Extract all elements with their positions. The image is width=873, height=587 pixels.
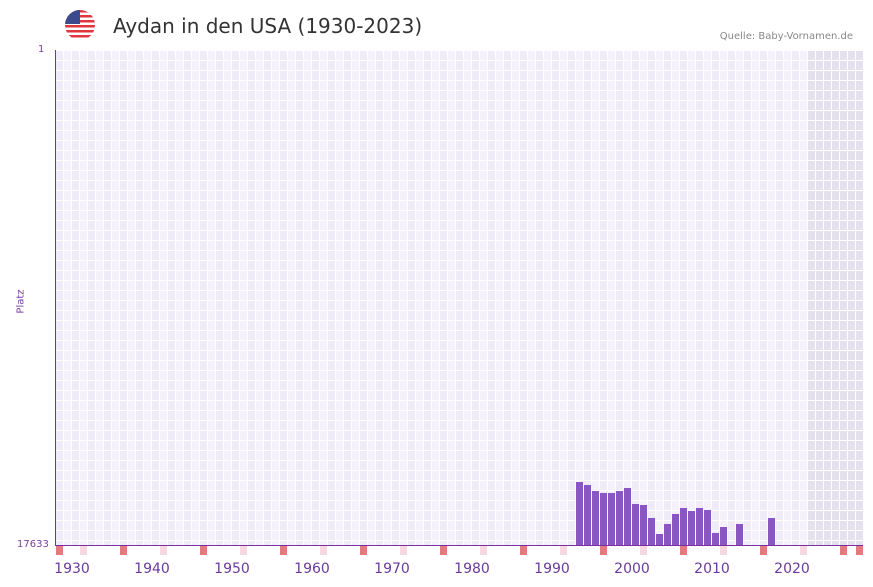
bar-2010[interactable] (696, 508, 703, 545)
bar-2000[interactable] (616, 491, 623, 545)
year-marker-2028 (840, 546, 847, 555)
plot-area (55, 50, 863, 545)
bar-1996[interactable] (584, 485, 591, 545)
y-axis-label: Platz (15, 289, 27, 314)
bar-2007[interactable] (672, 514, 679, 545)
bar-2015[interactable] (736, 524, 743, 545)
y-tick-bottom: 17633 (17, 539, 49, 550)
source-label: Quelle: Baby-Vornamen.de (719, 31, 853, 42)
bar-2002[interactable] (632, 504, 639, 545)
x-tick-1980: 1980 (454, 561, 490, 577)
year-marker-1933 (80, 546, 87, 555)
x-tick-1950: 1950 (214, 561, 250, 577)
bar-1997[interactable] (592, 491, 599, 545)
year-marker-2030 (856, 546, 863, 555)
x-tick-1990: 1990 (534, 561, 570, 577)
y-tick-top: 1 (38, 44, 45, 55)
bar-1995[interactable] (576, 482, 583, 545)
bar-2012[interactable] (712, 532, 719, 545)
year-marker-1953 (240, 546, 247, 555)
bar-1999[interactable] (608, 493, 615, 545)
bar-2019[interactable] (768, 518, 775, 545)
year-marker-2008 (680, 546, 687, 555)
bar-2006[interactable] (664, 524, 671, 545)
x-tick-2020: 2020 (774, 561, 810, 577)
x-tick-1970: 1970 (374, 561, 410, 577)
year-marker-2023 (800, 546, 807, 555)
x-tick-2000: 2000 (614, 561, 650, 577)
x-tick-1940: 1940 (134, 561, 170, 577)
bar-2005[interactable] (656, 533, 663, 545)
x-axis-line (55, 545, 863, 546)
year-marker-1963 (320, 546, 327, 555)
year-marker-1968 (360, 546, 367, 555)
bar-2013[interactable] (720, 527, 727, 545)
year-marker-2013 (720, 546, 727, 555)
x-tick-1930: 1930 (54, 561, 90, 577)
bar-2004[interactable] (648, 518, 655, 545)
year-marker-1930 (56, 546, 63, 555)
year-marker-1978 (440, 546, 447, 555)
year-marker-1948 (200, 546, 207, 555)
bar-2011[interactable] (704, 510, 711, 545)
year-marker-1973 (400, 546, 407, 555)
us-flag-icon (65, 10, 95, 40)
year-marker-1938 (120, 546, 127, 555)
year-marker-1943 (160, 546, 167, 555)
x-tick-2010: 2010 (694, 561, 730, 577)
year-marker-2018 (760, 546, 767, 555)
bar-2009[interactable] (688, 511, 695, 545)
x-tick-1960: 1960 (294, 561, 330, 577)
year-marker-1993 (560, 546, 567, 555)
bar-2008[interactable] (680, 508, 687, 545)
bar-1998[interactable] (600, 493, 607, 545)
year-marker-1988 (520, 546, 527, 555)
year-marker-1958 (280, 546, 287, 555)
bar-2001[interactable] (624, 488, 631, 545)
y-axis-line (55, 50, 56, 546)
bar-2003[interactable] (640, 505, 647, 545)
year-marker-1983 (480, 546, 487, 555)
chart-title: Aydan in den USA (1930-2023) (113, 14, 423, 38)
year-marker-1998 (600, 546, 607, 555)
year-marker-2003 (640, 546, 647, 555)
